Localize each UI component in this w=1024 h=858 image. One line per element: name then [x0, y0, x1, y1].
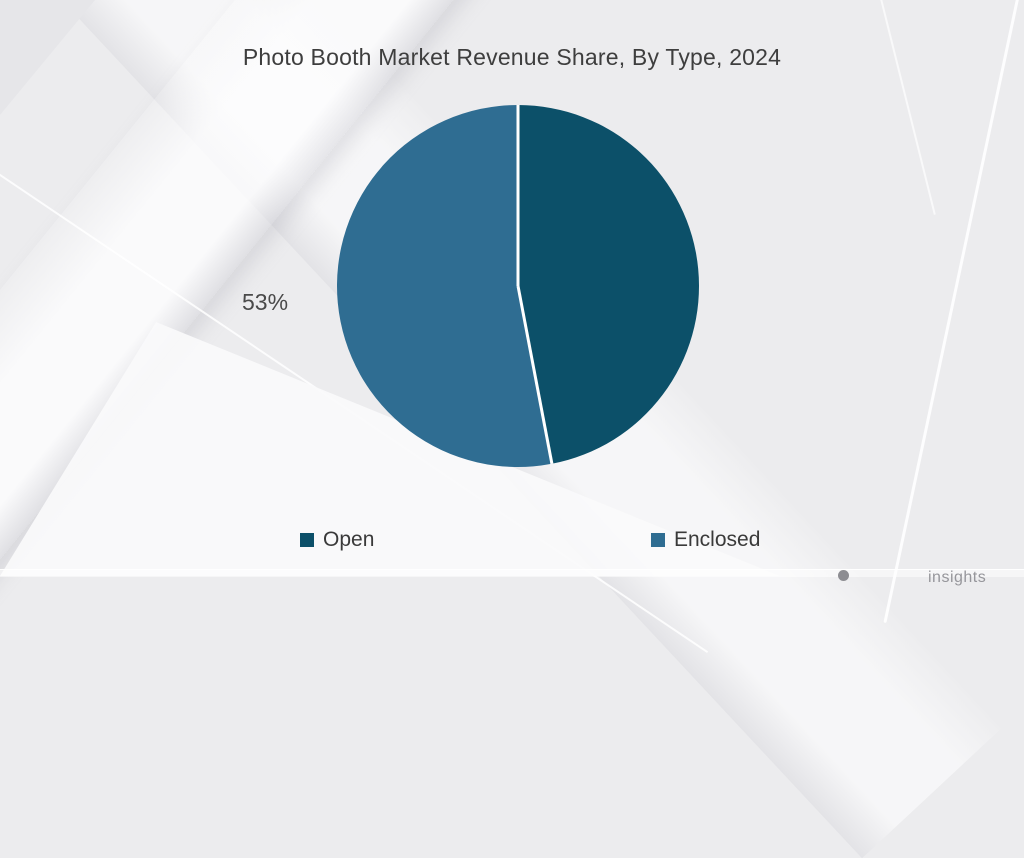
chart-title: Photo Booth Market Revenue Share, By Typ…: [242, 44, 782, 70]
pie-slice-open: [518, 105, 700, 464]
legend-item-enclosed: Enclosed: [651, 529, 760, 551]
slice-divider: [516, 285, 554, 465]
pie-slice-enclosed: [337, 105, 552, 467]
legend-label-enclosed: Enclosed: [674, 528, 761, 551]
legend-label-open: Open: [323, 528, 375, 551]
pie-chart: [337, 105, 700, 467]
legend-item-open: Open: [300, 529, 374, 551]
pie-chart-figure: Photo Booth Market Revenue Share, By Typ…: [242, 44, 986, 586]
background-bottom-band: [0, 569, 1024, 577]
legend-swatch: [651, 533, 665, 547]
legend-swatch: [300, 533, 314, 547]
slice-percentage-label: 53%: [242, 289, 289, 315]
watermark-text: insights: [928, 569, 987, 586]
